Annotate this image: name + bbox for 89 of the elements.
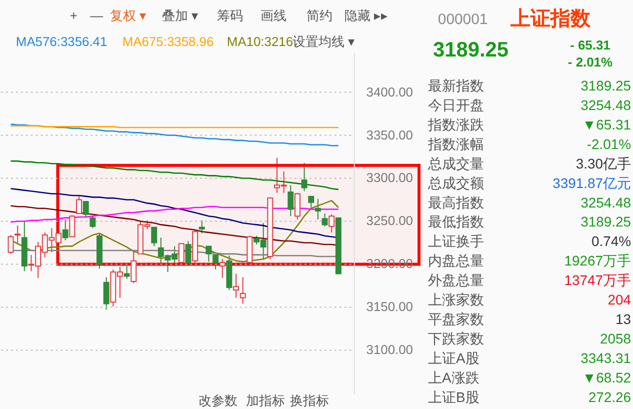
category-label: 最高指数 (428, 194, 484, 210)
y-tick-label: 3300.00 (366, 170, 413, 186)
text: 设置均线 ▾ (292, 34, 356, 49)
text: 204 (608, 292, 632, 308)
y-tick-label: 3200.00 (366, 256, 413, 272)
candlestick (212, 254, 219, 270)
category-label: 上证B股 (428, 388, 480, 405)
text: 000001 (438, 10, 488, 28)
text: MA675:3358.96 (122, 34, 214, 49)
candlestick (69, 214, 76, 238)
candlestick (294, 192, 300, 220)
text: 上证指数 (509, 8, 592, 30)
category-label: 上涨家数 (428, 292, 484, 308)
y-tick-label: 3150.00 (366, 299, 413, 314)
candlestick (233, 273, 240, 298)
candlestick (328, 214, 335, 233)
annotation: 加指标 (246, 393, 286, 408)
text: 3189.25 (580, 78, 632, 94)
category-label: 上证换手 (428, 233, 484, 250)
y-tick-label: 3250.00 (366, 213, 413, 228)
y-tick-label: 3350.00 (366, 127, 413, 142)
text: - 2.01% (568, 54, 613, 70)
text: 13 (616, 311, 632, 328)
candlestick (198, 220, 205, 234)
text: 3343.31 (580, 350, 632, 366)
text: 复权 ▾ (110, 8, 147, 23)
text: 叠加 ▾ (162, 8, 198, 23)
text: 272.26 (588, 388, 632, 405)
y-tick-label: 3100.00 (366, 342, 413, 358)
text: 简约 (306, 8, 332, 23)
text: 19267万手 (564, 252, 632, 269)
category-label: 平盘家数 (428, 311, 484, 328)
text: ▼65.31 (582, 116, 632, 132)
candlestick (240, 276, 246, 304)
candlestick (90, 216, 96, 229)
text: 0.74% (592, 233, 632, 250)
candlestick (322, 213, 328, 227)
annotation: 改参数 (198, 393, 238, 408)
candlestick (8, 234, 14, 254)
text: 隐藏 ▸▸ (344, 8, 388, 23)
candlestick (82, 200, 89, 218)
category-label: 今日开盘 (428, 97, 484, 113)
annotation: 换指标 (290, 393, 330, 408)
candlestick (103, 276, 110, 310)
category-label: 总成交量 (426, 155, 484, 172)
text: + (70, 8, 78, 23)
text: 3.30亿手 (576, 155, 632, 172)
text: 筹码 (216, 8, 243, 23)
text: 3189.25 (580, 214, 632, 230)
category-label: 指数涨跌 (426, 116, 484, 132)
candlestick (288, 184, 294, 217)
candlestick (130, 250, 137, 284)
candlestick (14, 225, 21, 244)
candlestick (308, 196, 314, 208)
candlestick (301, 162, 308, 192)
text: 3254.48 (580, 194, 632, 210)
candlestick (76, 196, 82, 214)
text: -2.01% (586, 136, 632, 152)
text: 3189.25 (433, 38, 509, 62)
category-label: 下跌家数 (428, 330, 484, 346)
category-label: 最低指数 (428, 214, 484, 230)
candlestick (185, 240, 192, 265)
text: — (90, 8, 104, 23)
text: MA576:3356.41 (16, 34, 108, 49)
candlestick (124, 265, 130, 280)
category-label: 总成交额 (426, 174, 484, 191)
category-label: 内盘总量 (428, 252, 484, 269)
candlestick (219, 258, 226, 279)
candlestick (178, 243, 184, 264)
category-label: 上证A股 (428, 350, 480, 366)
text: 3254.48 (580, 97, 632, 113)
y-tick-label: 3400.00 (366, 84, 413, 100)
category-label: 外盘总量 (428, 272, 484, 288)
category-label: 上A涨跌 (428, 369, 480, 386)
text: 画线 (260, 8, 287, 23)
candlestick (62, 219, 68, 241)
text: 13747万手 (564, 272, 632, 288)
category-label: 指数涨幅 (426, 136, 484, 152)
line-series (10, 123, 340, 146)
candlestick (151, 226, 158, 247)
candlestick (314, 198, 321, 220)
category-label: 最新指数 (428, 78, 484, 94)
text: MA10:3216 (226, 34, 294, 49)
candlestick (206, 246, 212, 262)
line-series (10, 160, 340, 190)
text: 2058 (600, 330, 632, 346)
text: 3391.87亿元 (552, 174, 632, 191)
text: - 65.31 (570, 38, 610, 53)
text: ▼68.52 (582, 369, 632, 386)
